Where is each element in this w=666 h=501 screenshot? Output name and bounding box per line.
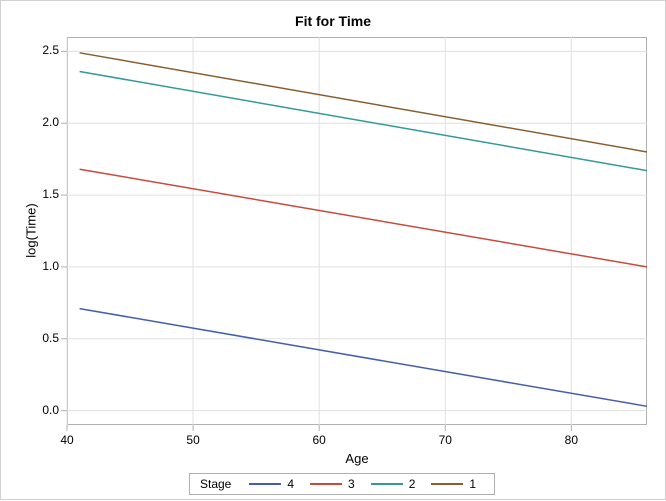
legend-label: 1 — [469, 477, 476, 491]
x-tick-label: 70 — [425, 433, 465, 447]
legend-item-3: 3 — [310, 477, 355, 491]
chart-svg — [1, 1, 666, 501]
legend-label: 2 — [409, 477, 416, 491]
series-line-2 — [80, 71, 647, 170]
y-tick-label: 1.0 — [21, 259, 59, 273]
legend-swatch — [310, 483, 342, 485]
x-tick-label: 60 — [299, 433, 339, 447]
legend-label: 3 — [348, 477, 355, 491]
y-tick-label: 2.0 — [21, 115, 59, 129]
x-tick-label: 80 — [551, 433, 591, 447]
legend-item-2: 2 — [371, 477, 416, 491]
series-line-4 — [80, 309, 647, 407]
chart-container: Fit for Time log(Time) Age Stage 4321 40… — [0, 0, 666, 500]
legend: Stage 4 3 2 1 — [189, 473, 495, 495]
legend-swatch — [431, 483, 463, 485]
x-tick-label: 40 — [47, 433, 87, 447]
legend-swatch — [371, 483, 403, 485]
legend-title: Stage — [200, 477, 231, 491]
x-axis-label: Age — [67, 451, 647, 466]
legend-swatch — [249, 483, 281, 485]
x-tick-label: 50 — [173, 433, 213, 447]
y-tick-label: 1.5 — [21, 187, 59, 201]
y-tick-label: 0.5 — [21, 331, 59, 345]
series-line-1 — [80, 53, 647, 152]
legend-item-1: 1 — [431, 477, 476, 491]
legend-label: 4 — [287, 477, 294, 491]
series-line-3 — [80, 169, 647, 267]
y-tick-label: 2.5 — [21, 43, 59, 57]
legend-item-4: 4 — [249, 477, 294, 491]
y-tick-label: 0.0 — [21, 403, 59, 417]
